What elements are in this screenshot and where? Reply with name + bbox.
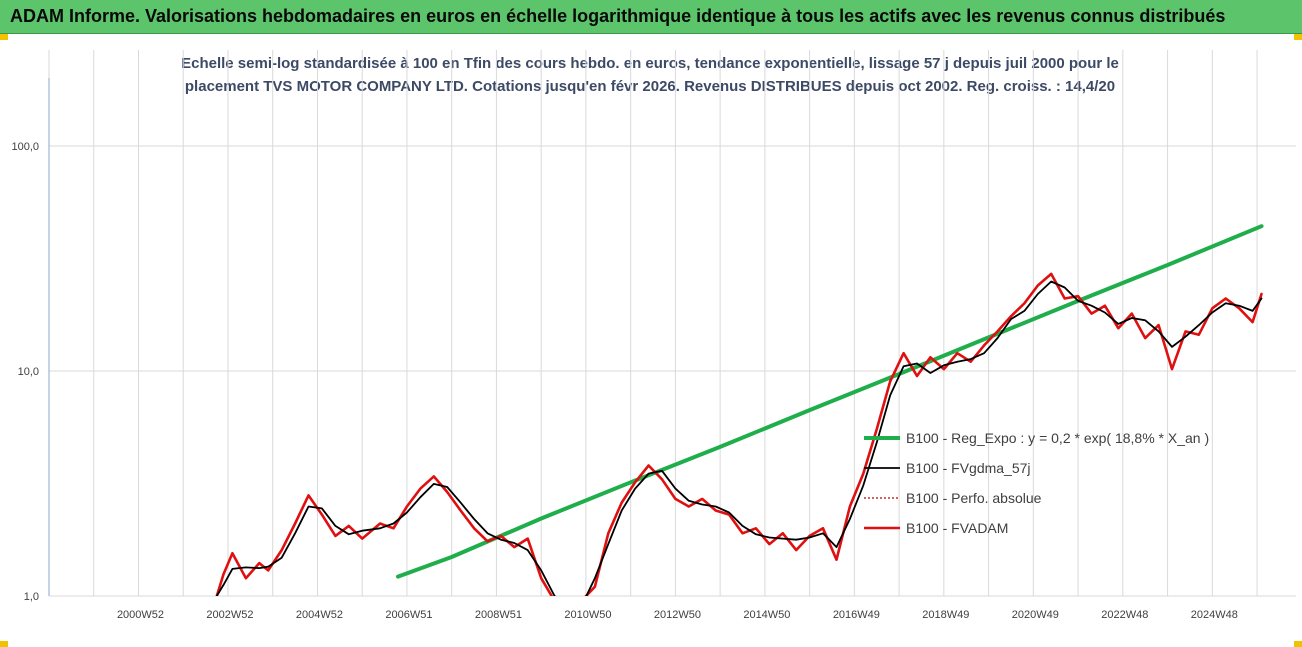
y-tick-label: 100,0 bbox=[11, 141, 39, 153]
x-tick-label: 2018W49 bbox=[922, 609, 969, 621]
x-tick-label: 2000W52 bbox=[117, 609, 164, 621]
corner-marker-top-right bbox=[1294, 34, 1302, 40]
x-tick-label: 2016W49 bbox=[833, 609, 880, 621]
legend: B100 - Reg_Expo : y = 0,2 * exp( 18,8% *… bbox=[864, 430, 1209, 536]
legend-label-2: B100 - Perfo. absolue bbox=[906, 490, 1042, 506]
axis-layer: 1,0 10,0 100,0 2000W52 2002W52 2004W52 2006W51… bbox=[11, 78, 1238, 621]
banner-title: ADAM Informe. Valorisations hebdomadaire… bbox=[10, 6, 1226, 26]
page-banner: ADAM Informe. Valorisations hebdomadaire… bbox=[0, 0, 1302, 34]
series-line-3 bbox=[215, 272, 1263, 596]
x-tick-label: 2008W51 bbox=[475, 609, 522, 621]
chart-subtitle-line-2: placement TVS MOTOR COMPANY LTD. Cotatio… bbox=[184, 78, 1116, 95]
chart-subtitle-line-1: Echelle semi-log standardisée à 100 en T… bbox=[181, 55, 1119, 72]
corner-marker-bottom-right bbox=[1294, 641, 1302, 647]
x-tick-label: 2022W48 bbox=[1101, 609, 1148, 621]
x-tick-label: 2020W49 bbox=[1012, 609, 1059, 621]
corner-marker-top-left bbox=[0, 34, 8, 40]
y-tick-label: 10,0 bbox=[18, 366, 39, 378]
corner-marker-bottom-left bbox=[0, 641, 8, 647]
legend-label-3: B100 - FVADAM bbox=[906, 520, 1008, 536]
series-layer bbox=[215, 224, 1264, 596]
x-tick-label: 2004W52 bbox=[296, 609, 343, 621]
x-tick-label: 2014W50 bbox=[743, 609, 790, 621]
legend-label-0: B100 - Reg_Expo : y = 0,2 * exp( 18,8% *… bbox=[906, 430, 1209, 446]
x-tick-label: 2024W48 bbox=[1191, 609, 1238, 621]
x-tick-label: 2010W50 bbox=[564, 609, 611, 621]
chart-subtitle: Echelle semi-log standardisée à 100 en T… bbox=[150, 52, 1150, 98]
series-line-1 bbox=[215, 280, 1263, 596]
x-tick-label: 2012W50 bbox=[654, 609, 701, 621]
y-tick-label: 1,0 bbox=[24, 591, 39, 603]
grid-layer bbox=[48, 50, 1296, 597]
x-tick-label: 2006W51 bbox=[385, 609, 432, 621]
legend-label-1: B100 - FVgdma_57j bbox=[906, 460, 1031, 476]
x-tick-label: 2002W52 bbox=[206, 609, 253, 621]
series-line-0 bbox=[396, 224, 1264, 579]
